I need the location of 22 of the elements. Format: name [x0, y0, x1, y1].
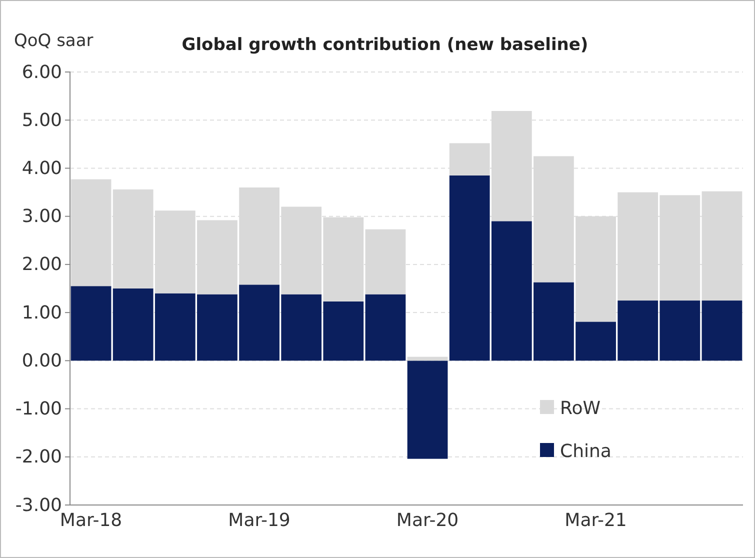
y-axis-title: QoQ saar	[14, 31, 94, 51]
x-tick-label: Mar-20	[396, 510, 459, 531]
y-tick-label: 0.00	[22, 350, 62, 372]
chart-title: Global growth contribution (new baseline)	[182, 35, 588, 55]
y-tick-label: -1.00	[15, 398, 62, 420]
y-tick-label: 4.00	[22, 158, 62, 179]
y-tick-label: -2.00	[15, 446, 62, 468]
bar	[407, 360, 448, 459]
legend-label: RoW	[560, 398, 601, 419]
x-tick-label: Mar-21	[564, 510, 627, 531]
bar	[702, 300, 742, 361]
bar	[70, 286, 112, 361]
y-tick-label: 3.00	[22, 206, 62, 228]
y-tick-label: 6.00	[22, 62, 62, 83]
y-tick-label: -3.00	[15, 494, 62, 516]
x-tick-label: Mar-19	[228, 510, 290, 531]
y-tick-label: 2.00	[22, 254, 62, 276]
x-tick-label: Mar-18	[60, 510, 122, 531]
y-tick-label: 1.00	[22, 302, 62, 324]
legend-label: China	[560, 441, 612, 462]
y-tick-label: 5.00	[22, 110, 62, 131]
bar	[365, 294, 406, 361]
